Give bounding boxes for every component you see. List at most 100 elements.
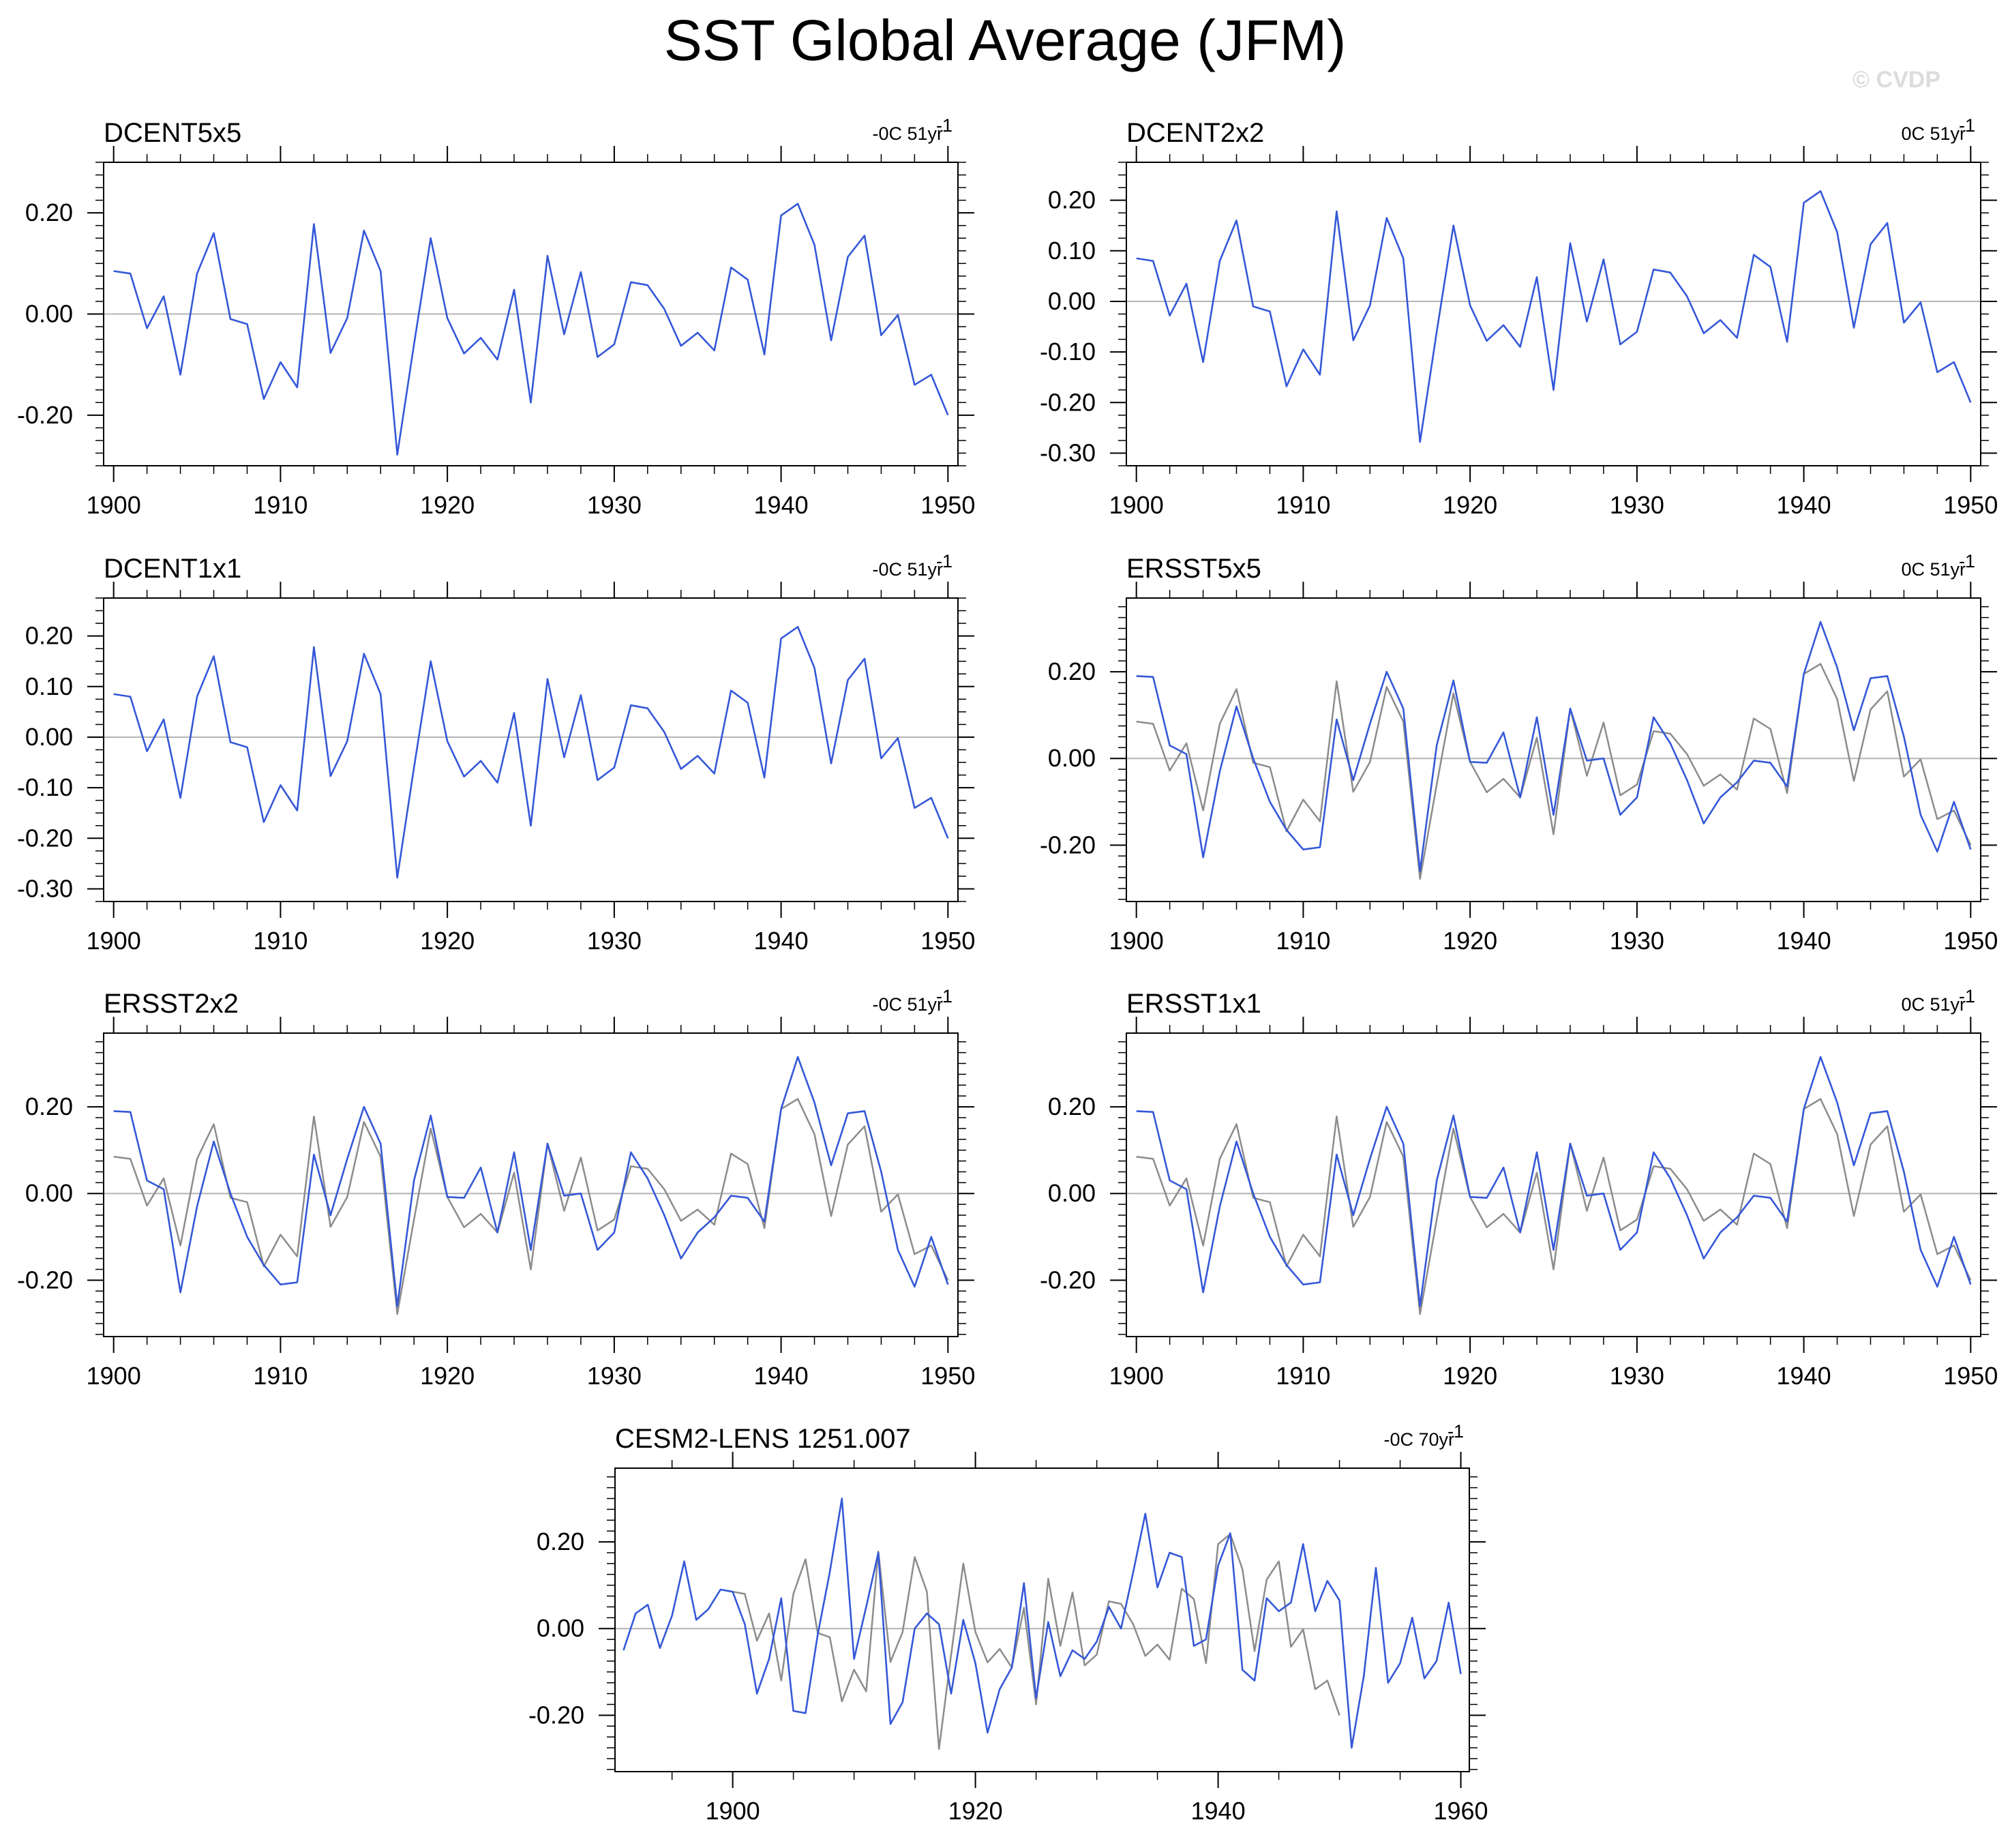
reference-series-line: [113, 1098, 949, 1315]
x-tick-label: 1900: [1109, 491, 1164, 519]
panel-title: DCENT1x1: [104, 554, 241, 584]
x-tick-label: 1950: [920, 927, 975, 955]
x-tick-label: 1900: [87, 1362, 141, 1390]
x-tick-label: 1930: [587, 927, 642, 955]
x-tick-label: 1910: [253, 1362, 308, 1390]
x-tick-label: 1930: [1610, 1362, 1664, 1390]
x-tick-label: 1900: [706, 1797, 760, 1825]
trend-superscript: -1: [936, 986, 952, 1007]
x-tick-label: 1950: [920, 1362, 975, 1390]
y-tick-label: 0.00: [25, 1179, 73, 1207]
panel-title: ERSST5x5: [1126, 554, 1261, 584]
plot-frame: [1126, 1032, 1981, 1337]
panel-ersst5x5: ERSST5x5 0C 51yr-1 1900 1910 1920 1930 1940 195…: [1040, 551, 1998, 955]
y-tick-label: 0.20: [25, 1092, 73, 1120]
x-tick-label: 1950: [1943, 491, 1998, 519]
x-tick-label: 1900: [1109, 1362, 1164, 1390]
x-tick-label: 1920: [420, 491, 475, 519]
series-line: [1136, 1056, 1972, 1307]
x-tick-label: 1920: [1443, 491, 1497, 519]
y-tick-label: 0.20: [25, 622, 73, 650]
y-tick-label: -0.20: [17, 401, 73, 429]
reference-series-line: [1136, 663, 1972, 880]
x-tick-label: 1950: [1943, 1362, 1998, 1390]
trend-label: 0C 51yr: [1901, 559, 1966, 580]
panel-title: DCENT2x2: [1126, 118, 1264, 148]
x-tick-label: 1930: [1610, 927, 1664, 955]
reference-series-line: [732, 1533, 1340, 1750]
trend-superscript: -1: [936, 115, 952, 136]
x-tick-label: 1920: [1443, 927, 1497, 955]
y-tick-label: 0.20: [25, 198, 73, 226]
y-tick-label: 0.10: [25, 672, 73, 700]
panel-ersst2x2: ERSST2x2 -0C 51yr-1 1900 1910 1920 1930 1940 19…: [17, 986, 975, 1390]
y-tick-label: 0.10: [1048, 237, 1096, 265]
plot-frame: [103, 597, 959, 902]
x-tick-label: 1930: [1610, 491, 1664, 519]
x-tick-label: 1930: [587, 491, 642, 519]
y-tick-label: -0.20: [17, 824, 73, 852]
panel-title: CESM2-LENS 1251.007: [615, 1424, 911, 1454]
series-line: [113, 1056, 949, 1307]
trend-superscript: -1: [1448, 1421, 1464, 1442]
x-tick-label: 1940: [1777, 927, 1831, 955]
series-line: [1136, 621, 1972, 872]
trend-label: -0C 51yr: [872, 559, 943, 580]
trend-superscript: -1: [936, 551, 952, 571]
y-tick-label: -0.20: [1040, 1266, 1096, 1294]
y-tick-label: 0.00: [1048, 1179, 1096, 1207]
series-line: [1136, 190, 1972, 443]
y-tick-label: 0.20: [1048, 186, 1096, 214]
x-tick-label: 1910: [253, 927, 308, 955]
x-tick-label: 1930: [587, 1362, 642, 1390]
x-tick-label: 1960: [1433, 1797, 1488, 1825]
trend-superscript: -1: [1959, 551, 1975, 571]
trend-label: 0C 51yr: [1901, 123, 1966, 144]
x-tick-label: 1920: [420, 1362, 475, 1390]
x-tick-label: 1950: [1943, 927, 1998, 955]
y-tick-label: -0.30: [17, 874, 73, 902]
x-tick-label: 1920: [420, 927, 475, 955]
y-tick-label: 0.00: [537, 1614, 584, 1642]
plot-frame: [103, 1032, 959, 1337]
y-tick-label: 0.20: [537, 1527, 584, 1555]
x-tick-label: 1940: [1777, 1362, 1831, 1390]
x-tick-label: 1900: [87, 927, 141, 955]
plot-frame: [103, 162, 959, 466]
watermark-logo: © CVDP: [1852, 67, 1940, 93]
trend-label: -0C 51yr: [872, 994, 943, 1015]
plot-frame: [1126, 162, 1981, 466]
x-tick-label: 1940: [754, 1362, 809, 1390]
plot-frame: [1126, 597, 1981, 902]
x-tick-label: 1900: [87, 491, 141, 519]
panel-cesm2-lens-1251-007: CESM2-LENS 1251.007 -0C 70yr-1 1900 1920 194…: [528, 1421, 1488, 1825]
x-tick-label: 1940: [1191, 1797, 1246, 1825]
panel-title: ERSST2x2: [104, 989, 239, 1019]
x-tick-label: 1940: [754, 491, 809, 519]
x-tick-label: 1910: [1276, 1362, 1330, 1390]
x-tick-label: 1950: [920, 491, 975, 519]
y-tick-label: -0.20: [1040, 388, 1096, 416]
trend-label: -0C 51yr: [872, 123, 943, 144]
y-tick-label: -0.20: [528, 1701, 584, 1729]
y-tick-label: -0.10: [17, 773, 73, 801]
y-tick-label: 0.00: [1048, 744, 1096, 772]
y-tick-label: -0.20: [1040, 831, 1096, 859]
series-line: [113, 625, 949, 879]
series-line: [113, 203, 949, 456]
x-tick-label: 1920: [1443, 1362, 1497, 1390]
reference-series-line: [1136, 1098, 1972, 1315]
x-tick-label: 1910: [253, 491, 308, 519]
plot-frame: [614, 1467, 1470, 1772]
series-line: [622, 1497, 1462, 1749]
panel-dcent2x2: DCENT2x2 0C 51yr-1 1900 1910 1920 1930 1940 195…: [1040, 115, 1998, 519]
y-tick-label: 0.00: [1048, 287, 1096, 315]
trend-label: 0C 51yr: [1901, 994, 1966, 1015]
trend-label: -0C 70yr: [1383, 1429, 1454, 1450]
trend-superscript: -1: [1959, 115, 1975, 136]
y-tick-label: 0.00: [25, 300, 73, 328]
y-tick-label: 0.20: [1048, 1092, 1096, 1120]
trend-superscript: -1: [1959, 986, 1975, 1007]
x-tick-label: 1910: [1276, 927, 1330, 955]
